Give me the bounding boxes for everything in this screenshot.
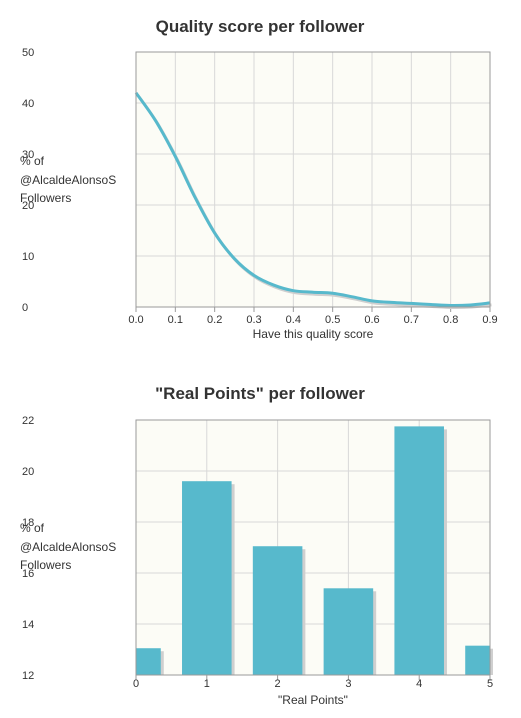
x-tick-label: 1 (204, 678, 210, 690)
x-tick-label: 0.2 (207, 314, 222, 326)
x-tick-label: 2 (275, 678, 281, 690)
y-axis-label-line: @AlcaldeAlonsoS (20, 173, 116, 187)
x-tick-label: 0.6 (364, 314, 379, 326)
bars (136, 426, 493, 675)
y-axis-label-line: % of (20, 521, 45, 535)
chart-title: Quality score per follower (156, 17, 365, 36)
y-tick-label: 30 (22, 149, 34, 161)
y-tick-label: 18 (22, 517, 34, 529)
plot-border (135, 419, 491, 676)
bar-3 (323, 588, 374, 675)
x-tick-label: 0.3 (246, 314, 261, 326)
x-tick-label: 0.5 (325, 314, 340, 326)
bar-4 (394, 426, 444, 675)
bar-chart-real-points: "Real Points" per follower 121416182022 … (20, 384, 493, 707)
y-tick-label: 22 (22, 415, 34, 427)
plot-area (136, 52, 490, 307)
x-tick-label: 0.1 (168, 314, 183, 326)
x-tick-label: 4 (416, 678, 422, 690)
x-tick-label: 5 (487, 678, 493, 690)
x-tick-label: 0.4 (286, 314, 301, 326)
x-axis-ticks: 0 1 2 3 4 5 (133, 675, 493, 690)
plot-border (135, 51, 491, 308)
x-axis-label: Have this quality score (253, 327, 374, 341)
y-axis-label-line: % of (20, 154, 45, 168)
line-chart-quality-score: Quality score per follower 0 10 20 30 40 50 0… (20, 17, 498, 341)
y-tick-label: 50 (22, 47, 34, 59)
y-tick-label: 14 (22, 619, 34, 631)
y-tick-label: 40 (22, 98, 34, 110)
y-axis-label: % of @AlcaldeAlonsoS Followers (20, 154, 116, 205)
x-tick-label: 0 (133, 678, 139, 690)
bar-2 (252, 546, 303, 675)
y-tick-label: 20 (22, 200, 34, 212)
bar-1 (182, 481, 232, 675)
x-tick-label: 0.9 (482, 314, 497, 326)
chart-title: "Real Points" per follower (155, 384, 365, 403)
y-tick-label: 10 (22, 251, 34, 263)
y-axis-label: % of @AlcaldeAlonsoS Followers (20, 521, 116, 572)
y-axis-label-line: Followers (20, 558, 71, 572)
y-axis-ticks: 0 10 20 30 40 50 (22, 47, 34, 314)
y-tick-label: 20 (22, 466, 34, 478)
x-tick-label: 0.8 (443, 314, 458, 326)
x-tick-label: 3 (345, 678, 351, 690)
bar-5 (465, 645, 490, 675)
series-line (134, 91, 491, 307)
y-axis-label-line: @AlcaldeAlonsoS (20, 540, 116, 554)
y-axis-label-line: Followers (20, 191, 71, 205)
y-tick-label: 0 (22, 302, 28, 314)
y-axis-ticks: 12 14 16 18 20 22 (22, 415, 34, 682)
x-axis-label: "Real Points" (278, 693, 348, 707)
bar-0 (136, 648, 161, 675)
x-tick-label: 0.7 (404, 314, 419, 326)
y-tick-label: 12 (22, 670, 34, 682)
x-axis-ticks: 0.0 0.1 0.2 0.3 0.4 0.5 0.6 0.7 0.8 0.9 (128, 307, 498, 326)
y-tick-label: 16 (22, 568, 34, 580)
x-tick-label: 0.0 (128, 314, 143, 326)
